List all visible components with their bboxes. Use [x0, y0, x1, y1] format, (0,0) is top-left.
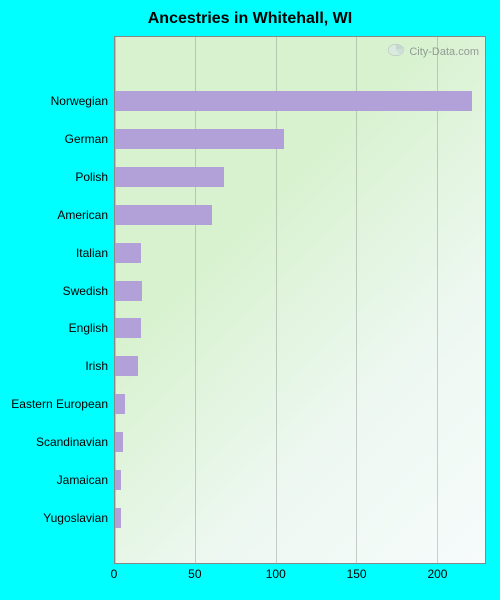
bar: [115, 356, 138, 376]
y-tick-label: Polish: [75, 170, 108, 184]
y-axis-labels: Norwegian German Polish American Italian Swed…: [14, 36, 114, 564]
bar: [115, 205, 212, 225]
y-tick-label: Norwegian: [51, 94, 108, 108]
grid-line: [195, 37, 196, 563]
bar: [115, 167, 224, 187]
y-tick-label: Eastern European: [11, 397, 108, 411]
bar: [115, 243, 141, 263]
x-tick-label: 50: [188, 567, 201, 581]
bar: [115, 470, 121, 490]
y-tick-label: Scandinavian: [36, 435, 108, 449]
bar: [115, 394, 125, 414]
y-tick-label: English: [69, 321, 108, 335]
bar: [115, 91, 472, 111]
bar: [115, 281, 142, 301]
bar: [115, 432, 123, 452]
y-tick-label: American: [57, 208, 108, 222]
bar: [115, 129, 284, 149]
bar: [115, 318, 141, 338]
x-tick-label: 100: [266, 567, 286, 581]
watermark-text: City-Data.com: [409, 46, 479, 58]
y-tick-label: Irish: [85, 359, 108, 373]
pie-icon: [387, 43, 405, 60]
chart-title: Ancestries in Whitehall, WI: [14, 10, 486, 28]
y-tick-label: German: [65, 132, 108, 146]
watermark: City-Data.com: [387, 43, 479, 60]
plot-area: City-Data.com: [114, 36, 486, 564]
x-tick-label: 150: [347, 567, 367, 581]
bar: [115, 508, 121, 528]
grid-line: [356, 37, 357, 563]
y-tick-label: Swedish: [63, 284, 108, 298]
x-axis-labels: 0 50 100 150 200: [114, 564, 486, 586]
y-tick-label: Yugoslavian: [43, 511, 108, 525]
chart: Norwegian German Polish American Italian Swed…: [14, 36, 486, 586]
grid-line: [276, 37, 277, 563]
x-tick-label: 200: [427, 567, 447, 581]
grid-line: [437, 37, 438, 563]
x-tick-label: 0: [111, 567, 118, 581]
y-tick-label: Italian: [76, 246, 108, 260]
y-tick-label: Jamaican: [57, 473, 108, 487]
